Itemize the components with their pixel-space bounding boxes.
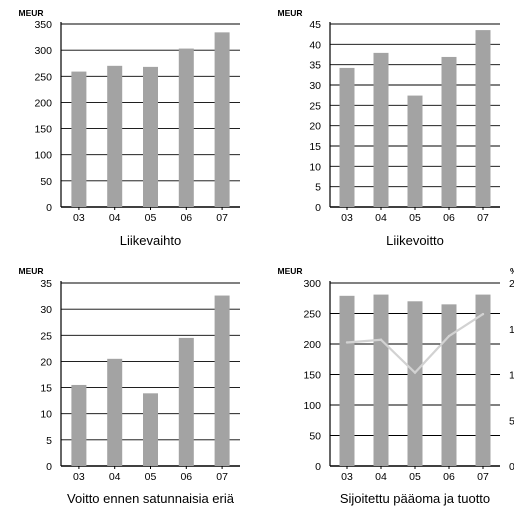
chart-title: Liikevaihto: [120, 233, 181, 248]
y-tick-label: 50: [309, 431, 321, 443]
chart-panel-1: [60, 22, 240, 210]
bar-05: [407, 301, 423, 466]
chart-title: Voitto ennen satunnaisia eriä: [67, 491, 235, 506]
y-tick-label: 350: [34, 19, 52, 31]
y-tick-label: 0: [315, 202, 321, 214]
y-tick-label: 0: [315, 461, 321, 473]
line-point-03: [345, 341, 349, 344]
bar-06: [441, 56, 457, 207]
bar-07: [475, 30, 491, 207]
y-tick-label: 0: [46, 461, 52, 473]
x-tick-label: 06: [443, 471, 455, 483]
y-tick-label: 300: [303, 278, 321, 290]
x-tick-label: 05: [145, 212, 157, 224]
bar-06: [441, 304, 457, 466]
x-tick-label: 07: [477, 471, 489, 483]
y-tick-label: 10: [40, 409, 52, 421]
y-tick-label: 45: [309, 19, 321, 31]
y-tick-label: 10: [309, 161, 321, 173]
x-tick-label: 05: [145, 471, 157, 483]
y-tick-label: 0: [46, 202, 52, 214]
y-tick-label: 40: [309, 39, 321, 51]
bar-04: [373, 294, 389, 466]
x-tick-label: 05: [409, 471, 421, 483]
y-tick-label: 5: [46, 435, 52, 447]
x-tick-label: 04: [375, 471, 387, 483]
y-tick-label: 300: [34, 45, 52, 57]
x-tick-label: 07: [216, 212, 228, 224]
y-unit-label: MEUR: [277, 266, 302, 276]
chart-panel-4: [329, 281, 500, 469]
y-unit-label: MEUR: [18, 8, 43, 18]
chart-panel-3: [60, 281, 240, 469]
y2-unit-label: %: [510, 266, 514, 276]
x-tick-label: 06: [443, 212, 455, 224]
bar-03: [339, 295, 355, 466]
chart-panel-2: [329, 22, 500, 210]
chart-title: Liikevoitto: [386, 233, 444, 248]
y2-tick-label: 5: [509, 415, 514, 427]
y-tick-label: 200: [34, 97, 52, 109]
y-tick-label: 5: [315, 182, 321, 194]
x-tick-label: 07: [216, 471, 228, 483]
bar-06: [178, 48, 194, 208]
y-tick-label: 100: [34, 150, 52, 162]
y-tick-label: 35: [309, 60, 321, 72]
bar-05: [143, 393, 158, 466]
bar-04: [107, 65, 123, 207]
bar-04: [373, 52, 389, 207]
bar-07: [475, 294, 491, 466]
x-tick-label: 04: [109, 471, 121, 483]
y-tick-label: 50: [40, 176, 52, 188]
x-tick-label: 07: [477, 212, 489, 224]
bar-06: [178, 337, 194, 466]
x-tick-label: 04: [109, 212, 121, 224]
y-tick-label: 250: [34, 71, 52, 83]
y-tick-label: 200: [303, 339, 321, 351]
bar-03: [71, 384, 87, 466]
bar-05: [407, 95, 423, 207]
y-tick-label: 250: [303, 309, 321, 321]
bar-03: [339, 67, 355, 207]
y-tick-label: 20: [309, 121, 321, 133]
bar-03: [71, 71, 87, 207]
y-tick-label: 15: [40, 383, 52, 395]
line-point-04: [379, 338, 383, 341]
y2-tick-label: 1: [509, 370, 514, 382]
x-tick-label: 03: [73, 212, 85, 224]
bar-04: [107, 358, 123, 466]
line-point-07: [481, 312, 485, 316]
x-tick-label: 03: [341, 471, 353, 483]
y2-tick-label: 0: [509, 461, 514, 473]
x-tick-label: 05: [409, 212, 421, 224]
y-tick-label: 150: [34, 124, 52, 136]
x-tick-label: 06: [180, 212, 192, 224]
y2-tick-label: 1: [509, 324, 514, 336]
y-tick-label: 30: [309, 80, 321, 92]
chart-title: Sijoitettu pääoma ja tuotto: [340, 491, 490, 506]
y-unit-label: MEUR: [18, 266, 43, 276]
bar-05: [143, 66, 158, 207]
line-point-06: [447, 334, 451, 338]
x-tick-label: 03: [73, 471, 85, 483]
y-tick-label: 25: [309, 100, 321, 112]
x-tick-label: 04: [375, 212, 387, 224]
y-tick-label: 25: [40, 330, 52, 342]
y-tick-label: 15: [309, 141, 321, 153]
line-point-05: [413, 371, 417, 374]
y-tick-label: 150: [303, 370, 321, 382]
y-tick-label: 30: [40, 304, 52, 316]
bar-07: [214, 295, 230, 466]
y-tick-label: 20: [40, 356, 52, 368]
bar-07: [214, 32, 230, 207]
y-tick-label: 35: [40, 278, 52, 290]
y-unit-label: MEUR: [277, 8, 302, 18]
y-tick-label: 100: [303, 400, 321, 412]
y2-tick-label: 2: [509, 278, 514, 290]
x-tick-label: 06: [180, 471, 192, 483]
x-tick-label: 03: [341, 212, 353, 224]
